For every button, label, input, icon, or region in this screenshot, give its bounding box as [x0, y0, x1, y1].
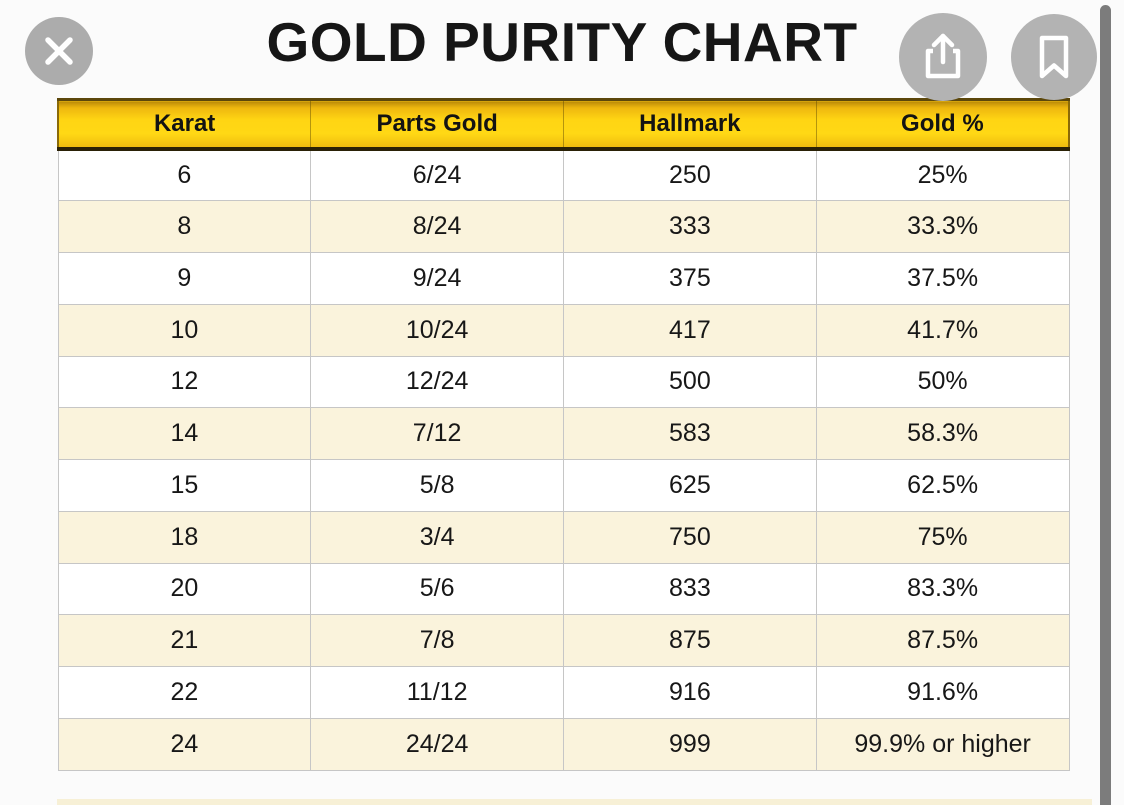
table-cell: 87.5% [815, 614, 1070, 667]
table-cell: 11/12 [310, 666, 564, 719]
column-header-karat: Karat [57, 98, 311, 151]
bookmark-icon [1035, 33, 1073, 81]
table-cell: 375 [563, 252, 817, 305]
table-cell: 750 [563, 510, 817, 564]
table-header-row: Karat Parts Gold Hallmark Gold % [57, 98, 1070, 151]
table-cell: 5/6 [310, 562, 564, 616]
table-cell: 75% [815, 510, 1070, 564]
table-row: 24 24/24 999 99.9% or higher [57, 717, 1070, 771]
table-cell: 8/24 [310, 200, 564, 253]
table-cell: 21 [57, 614, 312, 667]
table-row: 6 6/24 250 25% [57, 148, 1070, 202]
column-header-gold-pct: Gold % [815, 98, 1070, 151]
table-body: 6 6/24 250 25% 8 8/24 333 33.3% 9 9/24 375 37.5% 10 1… [57, 148, 1070, 771]
table-cell: 50% [815, 355, 1070, 409]
table-row: 20 5/6 833 83.3% [57, 562, 1070, 616]
table-row: 12 12/24 500 50% [57, 355, 1070, 409]
table-cell: 10 [57, 303, 312, 357]
table-cell: 5/8 [310, 459, 564, 512]
table-cell: 33.3% [815, 200, 1070, 253]
table-cell: 24/24 [310, 717, 564, 771]
table-cell: 6 [57, 148, 312, 202]
column-header-hallmark: Hallmark [563, 98, 817, 151]
table-cell: 18 [57, 510, 312, 564]
gold-purity-table: Karat Parts Gold Hallmark Gold % 6 6/24 25… [57, 98, 1070, 771]
table-cell: 7/12 [310, 407, 564, 460]
share-button[interactable] [899, 13, 987, 101]
table-cell: 417 [563, 303, 817, 357]
next-content-strip [57, 799, 1092, 805]
table-row: 8 8/24 333 33.3% [57, 200, 1070, 253]
table-cell: 250 [563, 148, 817, 202]
table-cell: 12/24 [310, 355, 564, 409]
table-cell: 22 [57, 666, 312, 719]
table-cell: 41.7% [815, 303, 1070, 357]
table-row: 18 3/4 750 75% [57, 510, 1070, 564]
table-cell: 833 [563, 562, 817, 616]
table-cell: 9/24 [310, 252, 564, 305]
table-row: 15 5/8 625 62.5% [57, 459, 1070, 512]
table-row: 10 10/24 417 41.7% [57, 303, 1070, 357]
close-icon [42, 34, 76, 68]
table-cell: 333 [563, 200, 817, 253]
scrollbar[interactable] [1100, 5, 1111, 805]
table-cell: 916 [563, 666, 817, 719]
close-button[interactable] [25, 17, 93, 85]
table-cell: 8 [57, 200, 312, 253]
table-cell: 500 [563, 355, 817, 409]
table-cell: 91.6% [815, 666, 1070, 719]
table-row: 21 7/8 875 87.5% [57, 614, 1070, 667]
table-cell: 25% [815, 148, 1070, 202]
table-cell: 3/4 [310, 510, 564, 564]
table-cell: 625 [563, 459, 817, 512]
column-header-parts-gold: Parts Gold [310, 98, 564, 151]
table-cell: 875 [563, 614, 817, 667]
table-cell: 14 [57, 407, 312, 460]
share-icon [920, 32, 966, 82]
table-cell: 583 [563, 407, 817, 460]
table-cell: 62.5% [815, 459, 1070, 512]
table-cell: 999 [563, 717, 817, 771]
table-cell: 37.5% [815, 252, 1070, 305]
table-row: 14 7/12 583 58.3% [57, 407, 1070, 460]
table-cell: 9 [57, 252, 312, 305]
table-cell: 83.3% [815, 562, 1070, 616]
table-row: 9 9/24 375 37.5% [57, 252, 1070, 305]
table-cell: 24 [57, 717, 312, 771]
table-cell: 6/24 [310, 148, 564, 202]
table-cell: 99.9% or higher [815, 717, 1070, 771]
table-cell: 12 [57, 355, 312, 409]
table-cell: 10/24 [310, 303, 564, 357]
page-title: GOLD PURITY CHART [266, 11, 858, 73]
bookmark-button[interactable] [1011, 14, 1097, 100]
table-cell: 20 [57, 562, 312, 616]
table-cell: 7/8 [310, 614, 564, 667]
table-cell: 58.3% [815, 407, 1070, 460]
table-row: 22 11/12 916 91.6% [57, 666, 1070, 719]
table-cell: 15 [57, 459, 312, 512]
